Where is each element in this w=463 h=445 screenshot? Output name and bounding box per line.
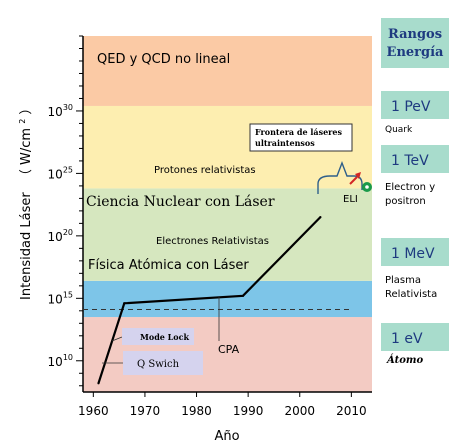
energy-value-ev: 1 eV [391, 331, 423, 347]
y-tick-label-exp: 30 [63, 103, 73, 112]
x-tick-label: 2010 [336, 404, 367, 418]
band-label-fisica-atomica: Física Atómica con Láser [88, 258, 249, 273]
y-axis-label-unit-close: ） [19, 102, 34, 115]
x-tick-label: 1970 [130, 404, 161, 418]
y-tick-label: 1025 [48, 165, 73, 181]
annotation-q-switch: Q Swich [137, 359, 180, 370]
x-axis-label: Año [214, 429, 239, 444]
energy-value-mev: 1 MeV [391, 246, 435, 262]
y-tick-label: 1010 [48, 353, 73, 369]
energy-caption-quark: Quark [385, 125, 413, 135]
energy-value-tev: 1 TeV [391, 153, 429, 169]
q-switch-box [123, 351, 203, 375]
annotation-cpa: CPA [218, 343, 240, 356]
y-tick-label: 1015 [48, 290, 73, 306]
energy-value-pev: 1 PeV [391, 99, 431, 115]
annotation-eli: ELI [343, 194, 358, 205]
annotation-frontera-line1: Frontera de láseres [255, 127, 342, 137]
energy-title-line1: Rangos [388, 27, 442, 42]
energy-box-ev [381, 323, 449, 351]
band-label-ciencia-nuclear: Ciencia Nuclear con Láser [86, 194, 275, 210]
y-tick-label-base: 10 [48, 230, 63, 244]
energy-caption-atomo: Átomo [386, 354, 423, 366]
y-tick-label-base: 10 [48, 292, 63, 306]
x-tick-label: 2000 [284, 404, 315, 418]
intensity-bands [83, 36, 372, 392]
series-point [241, 294, 245, 297]
y-axis-label-unit-sup: 2 [18, 119, 27, 124]
energy-title-line2: Energía [387, 45, 445, 60]
y-tick-label-exp: 15 [63, 290, 73, 299]
annotations: QED y QCD no lineal Protones relativista… [86, 52, 372, 375]
y-tick-label-base: 10 [48, 167, 63, 181]
frontera-bracket [317, 161, 363, 194]
mode-lock-pointer [111, 336, 123, 342]
y-tick-label-base: 10 [48, 355, 63, 369]
y-tick-label: 1030 [48, 103, 73, 119]
energy-caption-relativista: Relativista [385, 289, 437, 300]
eli-arrow-head [355, 172, 361, 179]
y-tick-label-exp: 20 [63, 228, 73, 237]
series-point [123, 302, 126, 305]
series-point [97, 382, 100, 385]
eli-arrow-shaft [349, 176, 358, 185]
y-tick-label-exp: 10 [63, 353, 73, 362]
band-3 [83, 36, 372, 106]
energy-panel: Rangos Energía 1 PeV Quark 1 TeV Electro… [381, 18, 449, 366]
energy-title-box [381, 18, 449, 68]
x-tick-label: 1960 [78, 404, 109, 418]
y-axis-label-unit: （ W/cm [19, 128, 34, 182]
annotation-protones: Protones relativistas [154, 165, 256, 176]
y-axis-label: Intensidad Láser （ W/cm 2 ） [14, 102, 34, 300]
annotation-mode-lock: Mode Lock [140, 332, 189, 342]
energy-caption-electron: Electron y [385, 182, 435, 193]
energy-box-mev [381, 238, 449, 266]
energy-caption-plasma: Plasma [385, 275, 421, 286]
band-0 [83, 280, 372, 318]
series [97, 216, 322, 385]
energy-box-pev [381, 91, 449, 119]
series-point [319, 216, 322, 219]
annotation-frontera-line2: ultraintensos [255, 138, 315, 148]
series-line-0 [97, 216, 322, 384]
energy-caption-positron: positron [385, 196, 426, 207]
frontera-box [249, 123, 353, 152]
x-tick-label: 1990 [233, 404, 264, 418]
band-1 [83, 188, 372, 281]
eli-marker-center [365, 185, 369, 189]
x-tick-label: 1980 [181, 404, 212, 418]
mode-lock-box [122, 328, 194, 345]
annotation-electrones: Electrones Relativistas [156, 236, 269, 247]
y-axis-label-main: Intensidad Láser [19, 192, 34, 300]
y-tick-label: 1020 [48, 228, 73, 244]
energy-box-tev [381, 145, 449, 173]
y-tick-label-exp: 25 [63, 165, 73, 174]
y-tick-label-base: 10 [48, 105, 63, 119]
band-label-qed: QED y QCD no lineal [97, 52, 230, 67]
